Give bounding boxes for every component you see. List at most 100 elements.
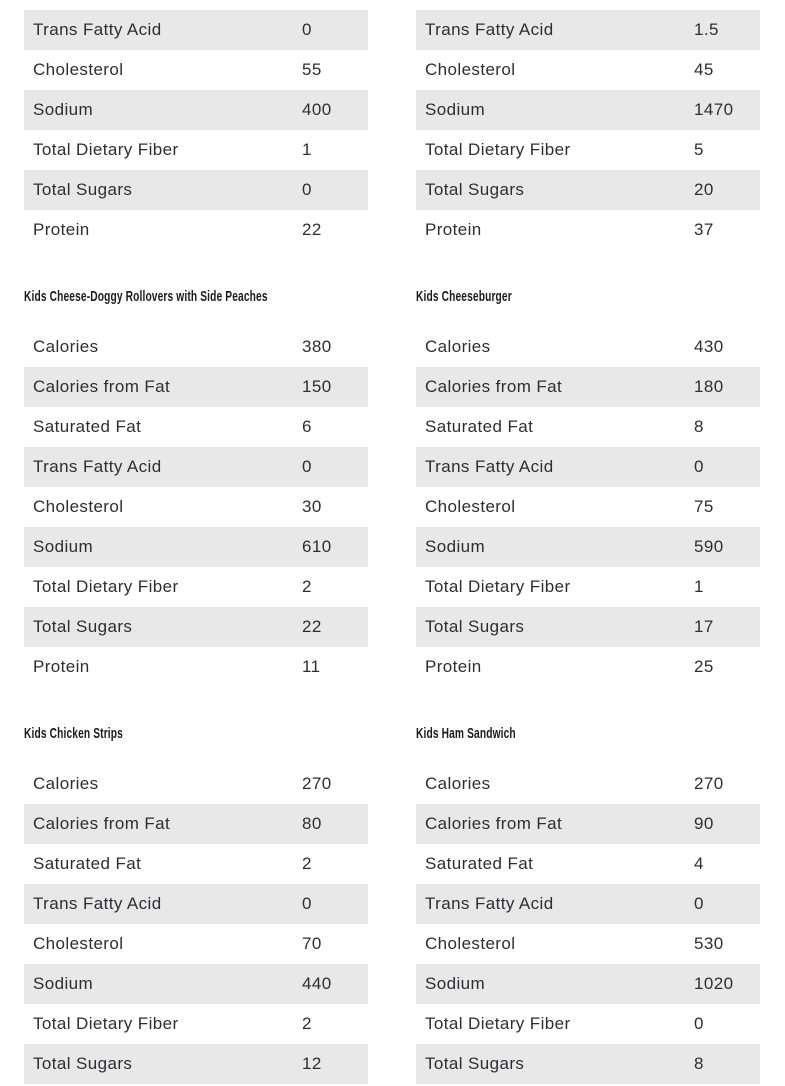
nutrient-label: Trans Fatty Acid (416, 447, 694, 487)
nutrient-label: Saturated Fat (33, 854, 142, 873)
menu-section: Trans Fatty Acid 0 Cholesterol 55 Sodium… (24, 10, 761, 250)
nutrient-value: 0 (694, 1014, 704, 1033)
right-column: Kids Ham Sandwich Calories 270 Calories … (416, 725, 760, 1084)
nutrient-value: 0 (694, 447, 760, 487)
nutrient-value: 0 (302, 170, 368, 210)
nutrient-label: Sodium (24, 964, 302, 1004)
nutrient-value: 8 (694, 1044, 760, 1084)
nutrient-value: 590 (694, 527, 760, 567)
nutrient-label: Cholesterol (425, 934, 516, 953)
nutrient-label: Calories from Fat (416, 367, 694, 407)
nutrition-row: Total Dietary Fiber 5 (416, 130, 760, 170)
nutrition-row: Cholesterol 530 (416, 924, 760, 964)
nutrition-row: Total Sugars 0 (24, 170, 368, 210)
nutrient-value: 1020 (694, 964, 760, 1004)
nutrition-row: Sodium 610 (24, 527, 368, 567)
nutrient-label: Total Sugars (24, 1044, 302, 1084)
nutrient-value: 30 (302, 497, 322, 516)
nutrient-label: Sodium (24, 90, 302, 130)
nutrient-value: 22 (302, 220, 322, 239)
nutrient-value: 440 (302, 964, 368, 1004)
nutrition-row: Calories from Fat 150 (24, 367, 368, 407)
nutrition-row: Cholesterol 30 (24, 487, 368, 527)
left-column: Kids Cheese-Doggy Rollovers with Side Pe… (24, 288, 368, 687)
left-column: Kids Chicken Strips Calories 270 Calorie… (24, 725, 368, 1084)
nutrition-table: Calories 430 Calories from Fat 180 Satur… (416, 327, 760, 687)
nutrient-value: 4 (694, 854, 704, 873)
menu-section: Kids Cheese-Doggy Rollovers with Side Pe… (24, 288, 761, 687)
nutrient-label: Protein (425, 220, 482, 239)
nutrient-value: 1 (302, 140, 312, 159)
nutrient-label: Calories (425, 774, 491, 793)
nutrient-value: 37 (694, 220, 714, 239)
nutrient-value: 1470 (694, 90, 760, 130)
nutrient-label: Cholesterol (425, 497, 516, 516)
nutrition-row: Calories 270 (416, 764, 760, 804)
nutrient-label: Total Dietary Fiber (33, 140, 179, 159)
nutrition-row: Cholesterol 45 (416, 50, 760, 90)
nutrient-value: 1 (694, 577, 704, 596)
nutrition-row: Trans Fatty Acid 0 (416, 447, 760, 487)
nutrient-label: Calories (425, 337, 491, 356)
nutrition-row: Trans Fatty Acid 1.5 (416, 10, 760, 50)
nutrient-label: Trans Fatty Acid (416, 884, 694, 924)
nutrient-value: 2 (302, 577, 312, 596)
nutrition-row: Sodium 1020 (416, 964, 760, 1004)
nutrition-row: Saturated Fat 6 (24, 407, 368, 447)
nutrient-value: 12 (302, 1044, 368, 1084)
nutrient-label: Total Dietary Fiber (425, 1014, 571, 1033)
nutrient-label: Trans Fatty Acid (24, 884, 302, 924)
menu-item-title: Kids Cheese-Doggy Rollovers with Side Pe… (24, 288, 368, 306)
nutrition-row: Protein 22 (24, 210, 368, 250)
nutrient-label: Protein (33, 220, 90, 239)
nutrition-row: Protein 25 (416, 647, 760, 687)
nutrient-value: 430 (694, 337, 724, 356)
nutrient-value: 150 (302, 367, 368, 407)
nutrition-row: Calories 380 (24, 327, 368, 367)
nutrition-row: Sodium 1470 (416, 90, 760, 130)
nutrition-row: Total Sugars 12 (24, 1044, 368, 1084)
nutrition-row: Trans Fatty Acid 0 (24, 884, 368, 924)
nutrient-label: Total Dietary Fiber (425, 140, 571, 159)
menu-item-title: Kids Cheeseburger (416, 288, 760, 306)
nutrition-table: Trans Fatty Acid 0 Cholesterol 55 Sodium… (24, 10, 368, 250)
nutrition-row: Trans Fatty Acid 0 (416, 884, 760, 924)
nutrition-table: Calories 270 Calories from Fat 90 Satura… (416, 764, 760, 1084)
nutrition-row: Cholesterol 55 (24, 50, 368, 90)
nutrient-value: 0 (302, 10, 368, 50)
nutrient-value: 45 (694, 60, 714, 79)
nutrition-row: Total Dietary Fiber 1 (416, 567, 760, 607)
nutrition-row: Total Sugars 8 (416, 1044, 760, 1084)
nutrient-label: Total Sugars (416, 1044, 694, 1084)
nutrient-value: 11 (302, 657, 321, 676)
nutrient-label: Calories from Fat (24, 804, 302, 844)
nutrition-row: Total Dietary Fiber 2 (24, 567, 368, 607)
nutrient-label: Total Dietary Fiber (33, 1014, 179, 1033)
nutrition-table: Trans Fatty Acid 1.5 Cholesterol 45 Sodi… (416, 10, 760, 250)
nutrient-label: Total Dietary Fiber (33, 577, 179, 596)
nutrient-label: Sodium (416, 90, 694, 130)
nutrition-row: Protein 37 (416, 210, 760, 250)
nutrient-label: Protein (33, 657, 90, 676)
section-columns: Trans Fatty Acid 0 Cholesterol 55 Sodium… (24, 10, 761, 250)
nutrient-label: Total Sugars (24, 170, 302, 210)
nutrient-value: 22 (302, 607, 368, 647)
nutrient-label: Cholesterol (33, 497, 124, 516)
menu-item-title-text: Kids Cheeseburger (416, 288, 512, 305)
nutrient-value: 6 (302, 417, 312, 436)
nutrient-label: Total Sugars (416, 607, 694, 647)
nutrient-value: 610 (302, 527, 368, 567)
nutrient-label: Total Dietary Fiber (425, 577, 571, 596)
nutrition-row: Saturated Fat 8 (416, 407, 760, 447)
nutrition-row: Cholesterol 75 (416, 487, 760, 527)
nutrient-value: 0 (302, 884, 368, 924)
nutrition-row: Sodium 400 (24, 90, 368, 130)
nutrition-row: Calories 270 (24, 764, 368, 804)
menu-item-title-text: Kids Cheese-Doggy Rollovers with Side Pe… (24, 288, 268, 305)
nutrition-table: Calories 270 Calories from Fat 80 Satura… (24, 764, 368, 1084)
menu-item-title: Kids Chicken Strips (24, 725, 368, 743)
nutrient-label: Cholesterol (425, 60, 516, 79)
nutrient-label: Trans Fatty Acid (24, 10, 302, 50)
nutrient-label: Calories from Fat (24, 367, 302, 407)
nutrient-value: 5 (694, 140, 704, 159)
